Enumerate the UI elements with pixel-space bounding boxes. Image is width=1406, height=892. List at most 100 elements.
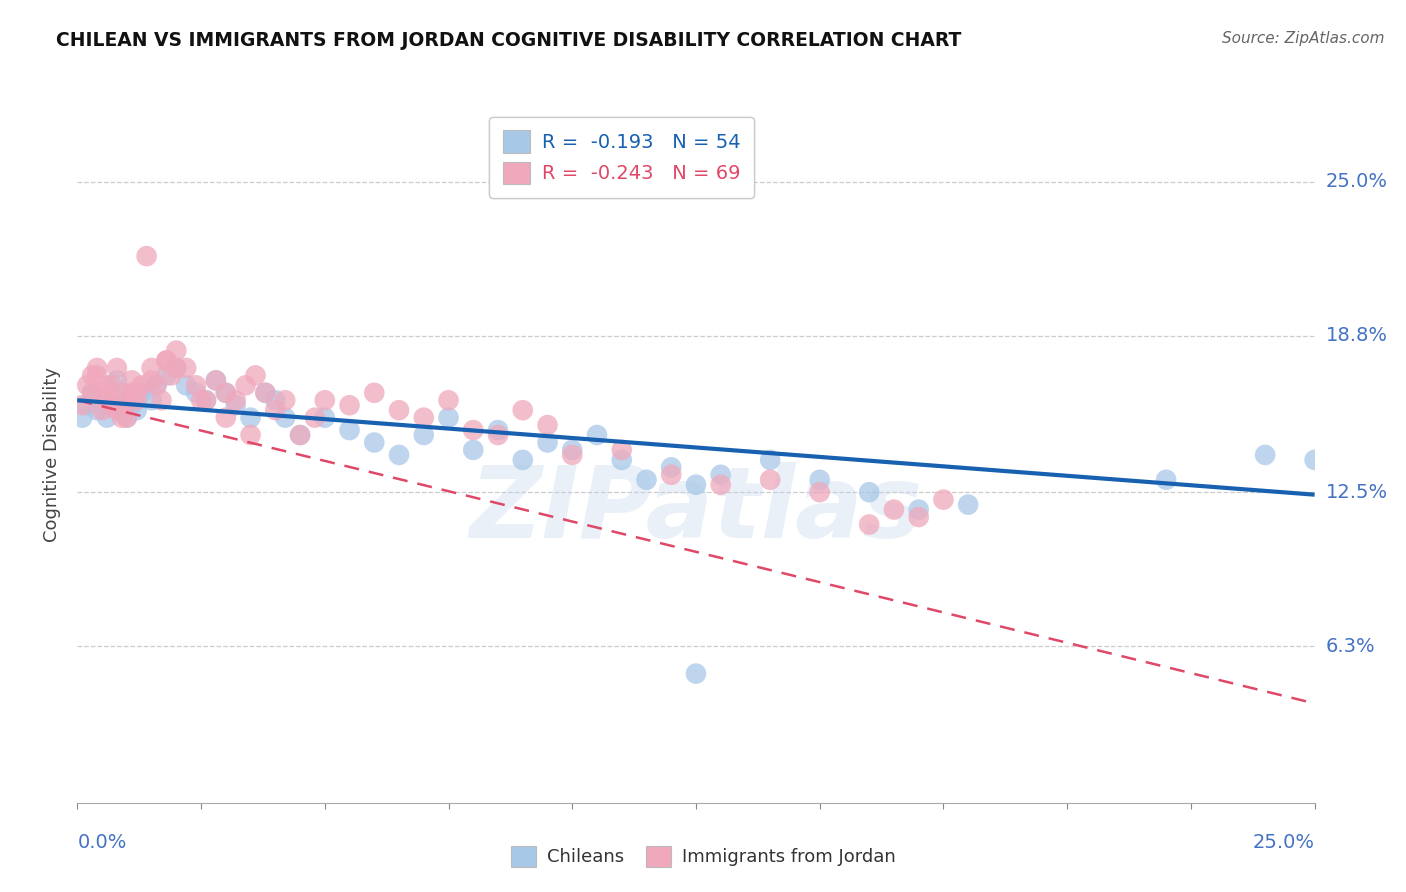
Point [155,368,177,383]
Text: ZIPatlas: ZIPatlas [470,462,922,559]
Point [121,373,143,387]
Point [215,385,238,400]
Point [710,477,733,491]
Point [1303,453,1326,467]
Point [155,353,177,368]
Point [363,435,385,450]
Point [111,385,134,400]
Legend: R =  -0.193   N = 54, R =  -0.243   N = 69: R = -0.193 N = 54, R = -0.243 N = 69 [489,117,754,198]
Point [125,385,148,400]
Point [536,435,558,450]
Point [141,361,163,376]
Point [86,368,108,383]
Point [76,398,98,412]
Point [512,403,534,417]
Point [486,423,509,437]
Point [235,378,257,392]
Point [215,385,238,400]
Point [91,403,114,417]
Point [512,453,534,467]
Point [245,368,267,383]
Point [314,393,336,408]
Point [105,361,128,376]
Point [883,502,905,516]
Point [155,353,177,368]
Point [412,410,434,425]
Y-axis label: Cognitive Disability: Cognitive Disability [44,368,62,542]
Point [659,467,682,482]
Point [858,517,880,532]
Point [101,398,124,412]
Point [561,442,583,457]
Point [174,361,197,376]
Point [710,467,733,482]
Point [91,393,114,408]
Point [101,398,124,412]
Point [141,373,163,387]
Point [239,410,262,425]
Point [264,393,287,408]
Point [388,403,411,417]
Point [105,373,128,387]
Point [314,410,336,425]
Point [1154,473,1177,487]
Text: 25.0%: 25.0% [1326,172,1388,191]
Point [82,368,104,383]
Point [586,428,609,442]
Point [288,428,311,442]
Point [412,428,434,442]
Text: 0.0%: 0.0% [77,833,127,853]
Text: CHILEAN VS IMMIGRANTS FROM JORDAN COGNITIVE DISABILITY CORRELATION CHART: CHILEAN VS IMMIGRANTS FROM JORDAN COGNIT… [56,31,962,50]
Point [264,403,287,417]
Point [190,393,212,408]
Point [486,428,509,442]
Text: Source: ZipAtlas.com: Source: ZipAtlas.com [1222,31,1385,46]
Point [225,393,247,408]
Point [125,403,148,417]
Point [165,361,187,376]
Point [174,378,197,392]
Point [215,410,238,425]
Point [610,453,633,467]
Point [195,393,218,408]
Point [96,393,118,408]
Point [463,423,485,437]
Point [86,403,108,417]
Point [82,385,104,400]
Point [463,442,485,457]
Point [150,393,173,408]
Point [561,448,583,462]
Point [254,385,277,400]
Point [339,423,361,437]
Point [105,403,128,417]
Point [165,361,187,376]
Point [225,398,247,412]
Text: 25.0%: 25.0% [1253,833,1315,853]
Point [205,373,228,387]
Point [339,398,361,412]
Legend: Chileans, Immigrants from Jordan: Chileans, Immigrants from Jordan [503,838,903,874]
Point [759,453,782,467]
Point [957,498,980,512]
Text: 6.3%: 6.3% [1326,637,1375,656]
Point [437,410,460,425]
Point [101,378,124,392]
Point [141,393,163,408]
Point [274,410,297,425]
Point [160,368,183,383]
Point [205,373,228,387]
Point [195,393,218,408]
Point [131,378,153,392]
Point [685,666,707,681]
Point [76,378,98,392]
Point [131,385,153,400]
Point [72,398,94,412]
Point [1254,448,1277,462]
Point [808,485,831,500]
Point [184,385,207,400]
Point [254,385,277,400]
Point [165,343,187,358]
Point [274,393,297,408]
Point [907,510,929,524]
Point [907,502,929,516]
